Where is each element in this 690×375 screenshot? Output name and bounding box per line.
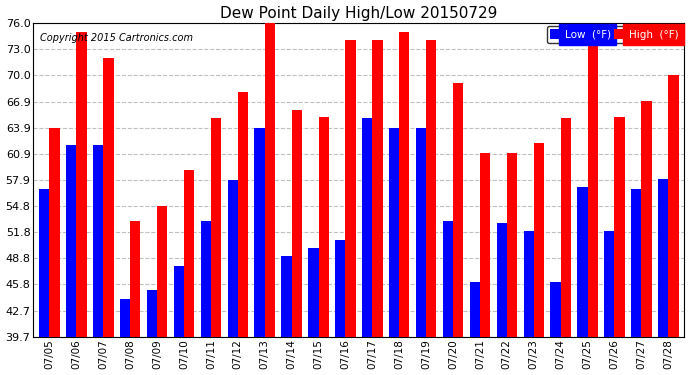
Bar [39,189,50,337]
Bar [282,256,292,337]
Bar [104,58,114,337]
Bar [400,32,409,337]
Bar [588,41,598,337]
Title: Dew Point Daily High/Low 20150729: Dew Point Daily High/Low 20150729 [220,6,497,21]
Legend: Low  (°F), High  (°F): Low (°F), High (°F) [547,26,681,43]
Bar [669,75,678,337]
Bar [443,221,453,337]
Bar [658,178,669,337]
Bar [604,231,615,337]
Bar [631,189,642,337]
Bar [157,206,167,337]
Bar [642,101,651,337]
Bar [319,117,328,337]
Bar [255,128,265,337]
Bar [211,118,221,337]
Bar [507,153,517,337]
Bar [470,282,480,337]
Bar [228,180,238,337]
Bar [130,221,141,337]
Bar [201,221,211,337]
Bar [265,23,275,337]
Bar [561,118,571,337]
Bar [120,299,130,337]
Bar [480,153,490,337]
Bar [534,143,544,337]
Bar [551,282,561,337]
Bar [497,223,507,337]
Bar [238,92,248,337]
Bar [615,117,624,337]
Bar [77,32,87,337]
Text: Copyright 2015 Cartronics.com: Copyright 2015 Cartronics.com [40,33,193,42]
Bar [389,128,400,337]
Bar [453,83,463,337]
Bar [308,248,319,337]
Bar [335,240,346,337]
Bar [50,128,60,337]
Bar [346,39,355,337]
Bar [524,231,534,337]
Bar [292,110,302,337]
Bar [184,170,194,337]
Bar [362,118,373,337]
Bar [426,39,436,337]
Bar [174,266,184,337]
Bar [93,145,104,337]
Bar [373,39,382,337]
Bar [147,290,157,337]
Bar [416,128,426,337]
Bar [66,145,77,337]
Bar [578,187,588,337]
